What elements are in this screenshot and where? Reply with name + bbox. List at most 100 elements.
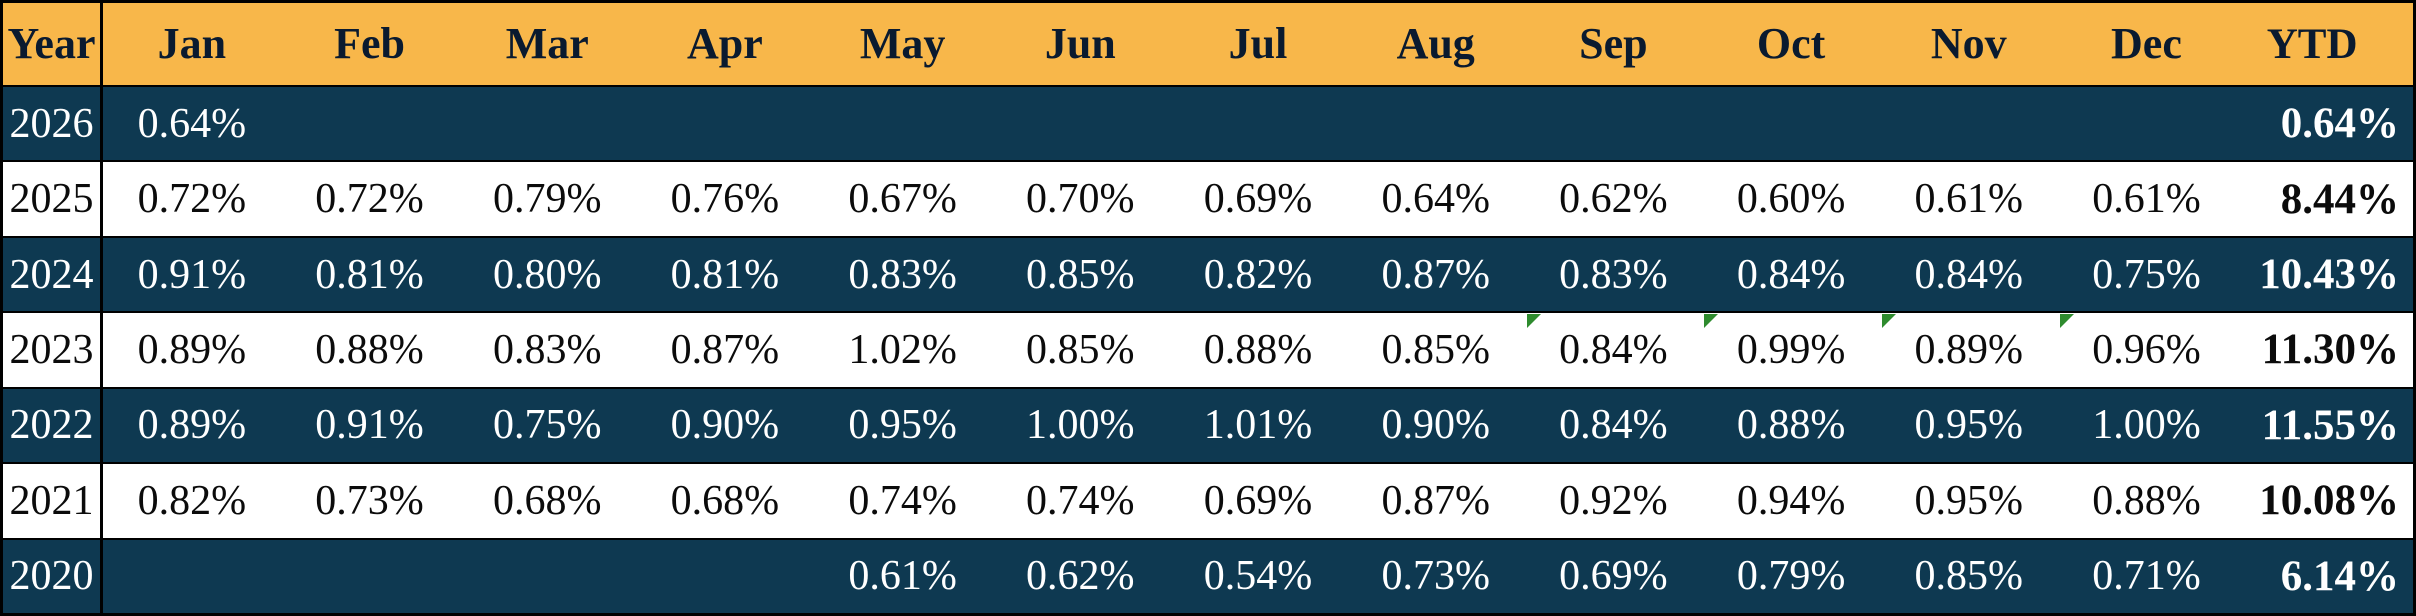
column-header-apr: Apr	[687, 19, 763, 68]
cell-2020-feb	[281, 540, 459, 613]
cell-2026-nov	[1880, 87, 2058, 160]
cell-2020-jun: 0.62%	[1026, 553, 1135, 600]
cell-2021-jun: 0.74%	[1026, 477, 1135, 524]
cell-2020-apr	[636, 540, 814, 613]
cell-2021-jul: 0.69%	[1203, 477, 1313, 524]
cell-2026-may	[814, 87, 992, 160]
cell-2020-aug: 0.73%	[1381, 553, 1490, 600]
cell-2020-jul: 0.54%	[1203, 553, 1313, 600]
cell-2022-jul: 1.01%	[1203, 402, 1313, 449]
cell-2023-mar: 0.83%	[492, 326, 602, 373]
cell-2025-jul: 0.69%	[1203, 176, 1313, 223]
cell-2022-sep: 0.84%	[1559, 402, 1668, 449]
cell-2022-jun: 1.00%	[1026, 402, 1135, 449]
cell-2026-apr	[636, 87, 814, 160]
cell-2026-aug	[1347, 87, 1525, 160]
cell-2021-may: 0.74%	[848, 477, 957, 524]
column-header-sep: Sep	[1579, 19, 1648, 68]
cell-2022-feb: 0.91%	[315, 402, 424, 449]
cell-2023-apr: 0.87%	[670, 326, 780, 373]
cell-2021-mar: 0.68%	[492, 477, 602, 524]
column-header-jun: Jun	[1044, 19, 1116, 68]
cell-2021-nov: 0.95%	[1914, 477, 2024, 524]
cell-2020-oct: 0.79%	[1736, 553, 1846, 600]
table-row-2020: 2020 0.61% 0.62% 0.54% 0.73% 0.69% 0.79% 0.85% 0…	[3, 537, 2413, 613]
column-header-feb: Feb	[334, 19, 405, 68]
year-label-2020: 2020	[3, 539, 103, 613]
cell-2023-jan: 0.89%	[137, 326, 247, 373]
cell-2025-apr: 0.76%	[670, 176, 780, 223]
cell-2024-jul: 0.82%	[1203, 251, 1313, 298]
year-label-2025: 2025	[3, 162, 103, 236]
year-label-2021: 2021	[3, 464, 103, 538]
cell-2021-sep: 0.92%	[1559, 477, 1668, 524]
cell-2020-jan	[103, 540, 281, 613]
cell-2023-jul: 0.88%	[1203, 326, 1313, 373]
table-row-2026: 2026 0.64% 0.64%	[3, 85, 2413, 161]
cell-2025-may: 0.67%	[848, 176, 957, 223]
cell-2022-ytd: 11.55%	[2261, 401, 2399, 449]
cell-2024-feb: 0.81%	[315, 251, 424, 298]
cell-2026-feb	[281, 87, 459, 160]
flag-triangle-icon	[1704, 314, 1719, 329]
cell-2021-jan: 0.82%	[137, 477, 247, 524]
cell-2024-nov: 0.84%	[1914, 251, 2024, 298]
cell-2021-oct: 0.94%	[1736, 477, 1846, 524]
cell-2025-dec: 0.61%	[2092, 176, 2201, 223]
cell-2022-dec: 1.00%	[2092, 402, 2201, 449]
cell-2025-jun: 0.70%	[1026, 176, 1135, 223]
cell-2023-may: 1.02%	[848, 326, 957, 373]
cell-2022-oct: 0.88%	[1736, 402, 1846, 449]
cell-2021-apr: 0.68%	[670, 477, 780, 524]
column-header-mar: Mar	[505, 19, 589, 68]
cell-2020-dec: 0.71%	[2092, 553, 2201, 600]
cell-2026-jan: 0.64%	[137, 100, 247, 147]
cell-2024-may: 0.83%	[848, 251, 957, 298]
cell-2022-mar: 0.75%	[492, 402, 602, 449]
cell-2025-aug: 0.64%	[1381, 176, 1490, 223]
cell-2025-jan: 0.72%	[137, 176, 247, 223]
cell-2020-may: 0.61%	[848, 553, 957, 600]
cell-2021-ytd: 10.08%	[2259, 477, 2399, 525]
cell-2023-ytd: 11.30%	[2261, 326, 2399, 374]
cell-2022-jan: 0.89%	[137, 402, 247, 449]
column-header-nov: Nov	[1930, 19, 2007, 68]
column-header-ytd: YTD	[2266, 20, 2358, 68]
cell-2025-ytd: 8.44%	[2280, 175, 2399, 223]
table-row-2022: 2022 0.89% 0.91% 0.75% 0.90% 0.95% 1.00% 1.01% 0…	[3, 386, 2413, 463]
cell-2024-apr: 0.81%	[670, 251, 780, 298]
column-header-jan: Jan	[157, 19, 227, 68]
cell-2024-mar: 0.80%	[492, 251, 602, 298]
cell-2025-sep: 0.62%	[1559, 176, 1668, 223]
cell-2024-sep: 0.83%	[1559, 251, 1668, 298]
column-header-may: May	[859, 19, 946, 68]
cell-2025-feb: 0.72%	[315, 176, 424, 223]
cell-2026-oct	[1702, 87, 1880, 160]
flag-triangle-icon	[1526, 314, 1541, 329]
cell-2022-may: 0.95%	[848, 402, 957, 449]
year-label-2022: 2022	[3, 388, 103, 463]
cell-2024-dec: 0.75%	[2092, 251, 2201, 298]
table-header-row: Year Jan Feb Mar Apr May Jun Jul Aug Sep Oct Nov Dec…	[3, 3, 2413, 85]
year-label-2024: 2024	[3, 237, 103, 312]
cell-2020-nov: 0.85%	[1914, 553, 2024, 600]
cell-2024-jan: 0.91%	[137, 251, 247, 298]
table-row-2021: 2021 0.82% 0.73% 0.68% 0.68% 0.74% 0.74% 0.69% 0…	[3, 462, 2413, 538]
column-header-aug: Aug	[1396, 19, 1475, 68]
flag-triangle-icon	[1881, 314, 1896, 329]
flag-triangle-icon	[2059, 314, 2074, 329]
cell-2024-jun: 0.85%	[1026, 251, 1135, 298]
cell-2023-jun: 0.85%	[1026, 326, 1135, 373]
cell-2020-mar	[458, 540, 636, 613]
cell-2025-mar: 0.79%	[492, 176, 602, 223]
cell-2023-oct: 0.99%	[1702, 313, 1880, 386]
cell-2025-oct: 0.60%	[1736, 176, 1846, 223]
cell-2026-jun	[991, 87, 1169, 160]
cell-2024-aug: 0.87%	[1381, 251, 1490, 298]
column-header-dec: Dec	[2111, 19, 2182, 68]
cell-2023-sep: 0.84%	[1525, 313, 1703, 386]
year-label-2023: 2023	[3, 313, 103, 387]
cell-2020-sep: 0.69%	[1559, 553, 1668, 600]
cell-2021-feb: 0.73%	[315, 477, 424, 524]
